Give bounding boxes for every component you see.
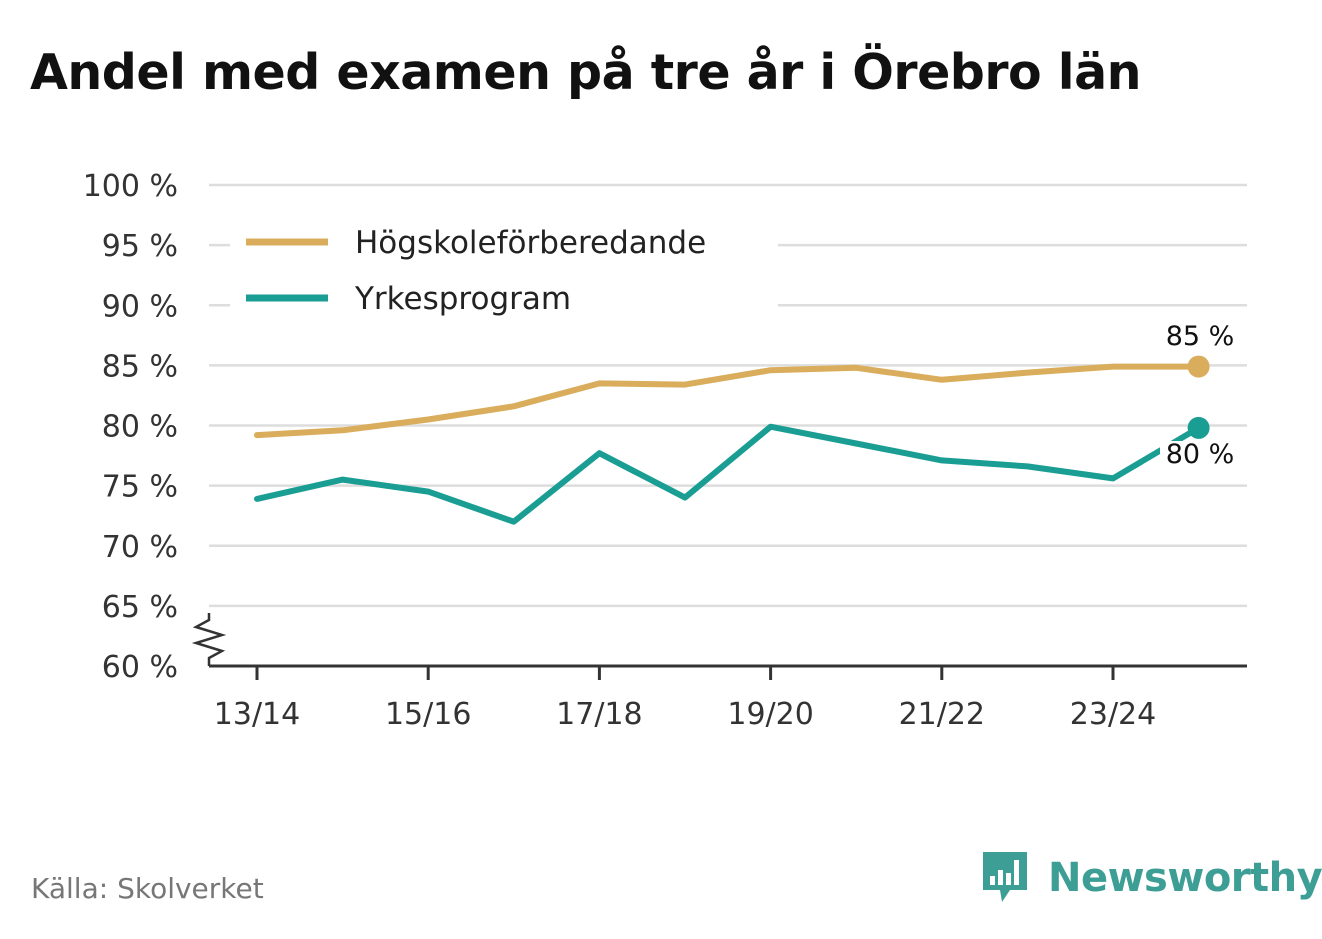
end-label-yrkes: 80 % <box>1166 439 1235 470</box>
x-tick-label: 19/20 <box>727 697 813 732</box>
y-tick-label: 65 % <box>102 590 178 625</box>
legend-label-hogskole: Högskoleförberedande <box>355 225 706 261</box>
x-tick-label: 21/22 <box>899 697 985 732</box>
legend-background <box>230 214 778 322</box>
end-marker-hogskole <box>1187 355 1210 378</box>
newsworthy-logo-icon <box>983 852 1027 902</box>
y-tick-label: 60 % <box>102 650 178 685</box>
x-tick-label: 13/14 <box>214 697 300 732</box>
x-tick-label: 17/18 <box>556 697 642 732</box>
y-axis-tick-labels: 60 % 65 % 70 % 75 % 80 % 85 % 90 % 95 % 100 % <box>83 169 178 685</box>
y-tick-label: 95 % <box>102 229 178 264</box>
end-label-hogskole: 85 % <box>1166 321 1235 352</box>
x-axis-tick-labels: 13/14 15/16 17/18 19/20 21/22 23/24 <box>214 697 1156 732</box>
y-tick-label: 80 % <box>102 410 178 445</box>
newsworthy-brand: Newsworthy <box>980 848 1322 908</box>
x-axis <box>191 613 1247 680</box>
source-note: Källa: Skolverket <box>31 872 264 905</box>
series-line-yrkes <box>254 423 1202 525</box>
axis-break-icon <box>191 613 227 666</box>
y-tick-label: 85 % <box>102 349 178 384</box>
y-tick-label: 90 % <box>102 289 178 324</box>
x-tick-label: 15/16 <box>385 697 471 732</box>
legend: Högskoleförberedande Yrkesprogram <box>230 214 778 322</box>
brand-name: Newsworthy <box>1048 855 1322 901</box>
series-line-hogskole <box>254 363 1202 439</box>
y-tick-label: 75 % <box>102 470 178 505</box>
x-tick-label: 23/24 <box>1070 697 1156 732</box>
legend-label-yrkes: Yrkesprogram <box>354 281 571 317</box>
chart-title: Andel med examen på tre år i Örebro län <box>30 44 1142 101</box>
end-label-background <box>1160 441 1240 469</box>
y-tick-label: 100 % <box>83 169 178 204</box>
data-series <box>254 355 1210 525</box>
y-tick-label: 70 % <box>102 530 178 565</box>
end-marker-yrkes <box>1187 416 1210 439</box>
